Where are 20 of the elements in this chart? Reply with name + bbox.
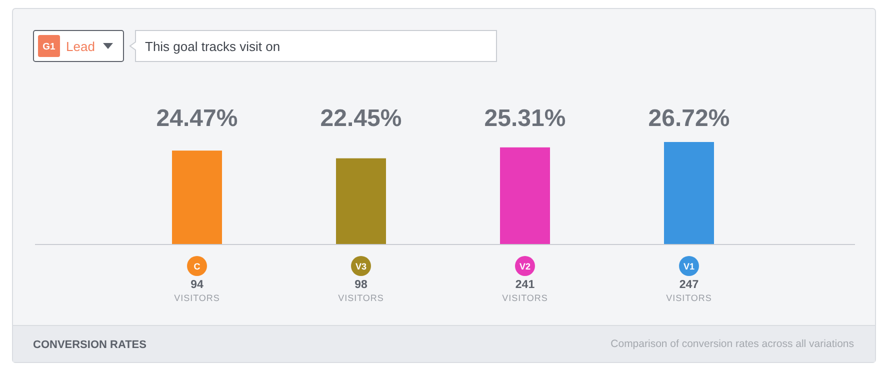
goal-dropdown: G1 Lead — [33, 30, 124, 62]
data-label: 24.47% — [156, 105, 238, 132]
text: Comparison of conversion rates across all variations — [610, 338, 854, 350]
x-tick-label: V1 — [683, 262, 695, 272]
tooltip-box: This goal tracks visit on — [129, 30, 497, 62]
text: 241 VISITORS — [502, 279, 548, 303]
x-tick-label: V2 — [519, 262, 531, 272]
data-label: 22.45% — [320, 105, 402, 132]
text: 247 VISITORS — [666, 279, 712, 303]
data-label: 26.72% — [648, 105, 730, 132]
bar — [500, 147, 550, 244]
text: 94 VISITORS — [174, 279, 220, 303]
bar — [664, 142, 714, 244]
bar — [336, 158, 386, 244]
x-tick-label: C — [194, 262, 201, 272]
bar — [172, 150, 222, 244]
text: CONVERSION RATES — [33, 339, 146, 351]
x-tick-label: V3 — [355, 262, 367, 272]
text: 98 VISITORS — [338, 279, 384, 303]
data-label: 25.31% — [484, 105, 566, 132]
